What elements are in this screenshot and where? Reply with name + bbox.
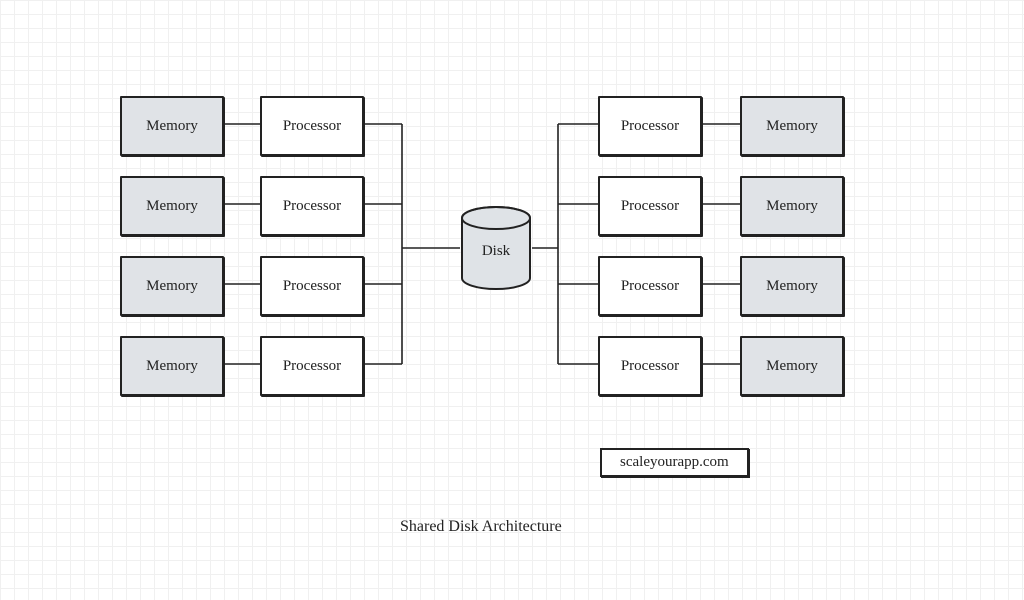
processor-label: Processor: [621, 278, 679, 295]
memory-box: Memory: [740, 336, 844, 396]
memory-box: Memory: [120, 96, 224, 156]
memory-label: Memory: [766, 118, 818, 135]
processor-box: Processor: [598, 256, 702, 316]
attribution-box: scaleyourapp.com: [600, 448, 749, 477]
disk-cylinder: Disk: [460, 206, 532, 290]
memory-label: Memory: [146, 118, 198, 135]
memory-label: Memory: [766, 358, 818, 375]
attribution-text: scaleyourapp.com: [620, 454, 729, 470]
processor-label: Processor: [621, 118, 679, 135]
diagram-title: Shared Disk Architecture: [400, 518, 562, 536]
processor-label: Processor: [283, 118, 341, 135]
processor-label: Processor: [283, 358, 341, 375]
processor-box: Processor: [598, 176, 702, 236]
processor-label: Processor: [621, 358, 679, 375]
memory-label: Memory: [146, 358, 198, 375]
processor-box: Processor: [260, 336, 364, 396]
processor-box: Processor: [598, 96, 702, 156]
memory-label: Memory: [146, 198, 198, 215]
processor-label: Processor: [621, 198, 679, 215]
memory-box: Memory: [740, 256, 844, 316]
processor-box: Processor: [598, 336, 702, 396]
processor-label: Processor: [283, 198, 341, 215]
memory-label: Memory: [146, 278, 198, 295]
processor-label: Processor: [283, 278, 341, 295]
processor-box: Processor: [260, 96, 364, 156]
disk-label: Disk: [482, 243, 510, 260]
processor-box: Processor: [260, 256, 364, 316]
memory-box: Memory: [120, 336, 224, 396]
memory-label: Memory: [766, 278, 818, 295]
processor-box: Processor: [260, 176, 364, 236]
memory-label: Memory: [766, 198, 818, 215]
memory-box: Memory: [120, 256, 224, 316]
memory-box: Memory: [740, 96, 844, 156]
memory-box: Memory: [120, 176, 224, 236]
memory-box: Memory: [740, 176, 844, 236]
